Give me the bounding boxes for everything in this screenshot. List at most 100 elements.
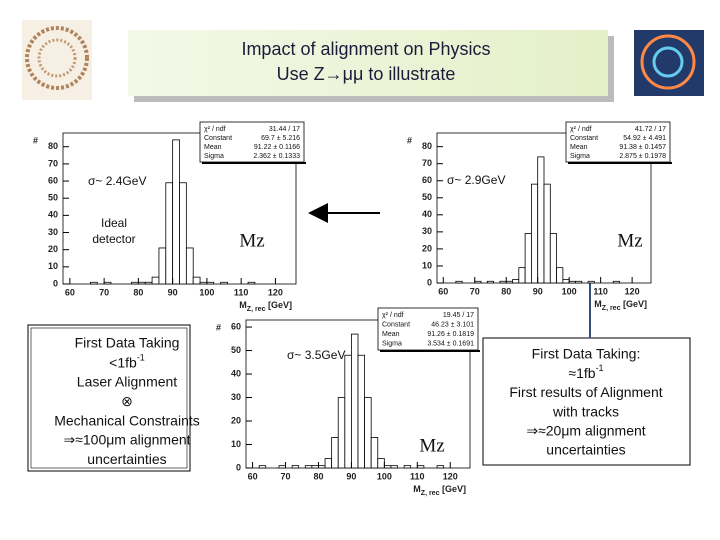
bar — [90, 281, 98, 285]
left-box-line: Mechanical Constraints — [54, 412, 200, 428]
x-tick-label: 80 — [501, 286, 511, 296]
histogram-bars — [455, 156, 620, 284]
annotation: σ~ 3.5GeV — [287, 348, 345, 362]
left-box-line-sup: -1 — [137, 353, 145, 363]
stats-label: Mean — [204, 144, 222, 151]
y-tick-label: 0 — [427, 277, 432, 287]
x-tick-label: 120 — [625, 286, 640, 296]
y-tick-label: 60 — [231, 321, 241, 331]
left-box-line: uncertainties — [87, 451, 166, 467]
bar — [192, 276, 201, 285]
bar — [486, 280, 495, 284]
bar — [179, 182, 187, 285]
x-axis-label-unit: [GeV] — [439, 484, 466, 494]
bar — [331, 437, 339, 469]
right-box-line: First Data Taking: — [532, 346, 641, 362]
bar — [291, 465, 300, 469]
bar — [304, 465, 313, 469]
histogram-bars — [258, 333, 445, 469]
bar — [455, 280, 463, 284]
bar — [144, 281, 153, 285]
right-box — [482, 337, 691, 466]
y-tick-label: 40 — [48, 210, 58, 220]
x-tick-label: 100 — [199, 287, 214, 297]
y-tick-label: 30 — [48, 227, 58, 237]
x-tick-label: 110 — [593, 286, 608, 296]
right-box-line-sup: -1 — [596, 364, 604, 374]
annotation: Mz — [239, 230, 264, 251]
bar — [151, 276, 160, 285]
bar — [543, 183, 551, 284]
bar — [158, 247, 167, 285]
x-axis-label-main: M — [594, 299, 602, 309]
bar — [311, 465, 319, 469]
stats-box — [199, 121, 305, 163]
bar — [103, 281, 112, 285]
y-tick-label: 10 — [231, 439, 241, 449]
left-box-line: First Data Taking — [75, 335, 180, 351]
x-tick-label: 90 — [533, 286, 543, 296]
x-tick-label: 110 — [234, 287, 249, 297]
stats-label: χ² / ndf — [204, 126, 226, 133]
y-axis-label: # — [407, 135, 412, 145]
left-box-line-main: <1fb — [109, 354, 137, 370]
x-tick-label: 120 — [443, 471, 458, 481]
x-axis-label-unit: [GeV] — [620, 299, 647, 309]
bar — [531, 183, 539, 284]
bar — [364, 397, 372, 469]
bar — [206, 281, 215, 285]
left-box-line: ⇒≈100μm alignment — [63, 432, 190, 448]
annotation: Mz — [617, 230, 642, 251]
stats-value: 41.72 / 17 — [635, 126, 666, 133]
stats-shadow — [380, 350, 480, 352]
stats-value: 91.38 ± 0.1457 — [619, 144, 666, 151]
bar — [512, 279, 520, 284]
bar — [318, 465, 326, 469]
bar — [357, 354, 365, 469]
logo-left — [22, 20, 92, 100]
left-box-inner — [30, 327, 188, 469]
x-tick-label: 110 — [410, 471, 425, 481]
bar — [612, 280, 620, 284]
x-tick-label: 80 — [133, 287, 143, 297]
stats-label: Sigma — [570, 153, 590, 160]
bar — [165, 182, 174, 285]
stats-label: Sigma — [382, 340, 402, 347]
y-tick-label: 20 — [231, 415, 241, 425]
bar — [324, 458, 333, 469]
y-tick-label: 60 — [422, 175, 432, 185]
stats-value: 91.22 ± 0.1166 — [254, 144, 300, 151]
stats-label: Constant — [382, 321, 410, 328]
left-box-line: Laser Alignment — [77, 374, 178, 390]
stats-shadow — [568, 162, 672, 164]
y-tick-label: 60 — [48, 175, 58, 185]
stats-label: Sigma — [204, 153, 224, 160]
stats-value: 46.23 ± 3.101 — [431, 321, 474, 328]
bar — [131, 281, 139, 285]
y-tick-label: 20 — [48, 244, 58, 254]
stats-value: 91.26 ± 0.1819 — [427, 331, 474, 338]
bar — [436, 465, 445, 469]
stats-shadow — [202, 162, 306, 164]
right-box-line: uncertainties — [546, 442, 625, 458]
bar — [549, 233, 557, 284]
stats-label: χ² / ndf — [382, 312, 404, 319]
bar — [344, 354, 352, 469]
annotation: Ideal — [101, 216, 127, 230]
y-tick-label: 20 — [422, 243, 432, 253]
title-box — [128, 30, 608, 96]
x-tick-label: 70 — [99, 287, 109, 297]
left-box-line: ⊗ — [121, 393, 133, 409]
x-axis-label-sub: Z, rec — [421, 490, 440, 497]
y-tick-label: 10 — [422, 260, 432, 270]
x-tick-label: 60 — [438, 286, 448, 296]
y-tick-label: 30 — [231, 392, 241, 402]
y-tick-label: 80 — [48, 141, 58, 151]
x-tick-label: 100 — [377, 471, 392, 481]
bar — [562, 279, 570, 284]
stats-value: 2.875 ± 0.1978 — [619, 153, 666, 160]
y-axis-label: # — [33, 135, 38, 145]
x-axis-label-unit: [GeV] — [265, 300, 292, 310]
bar — [556, 267, 564, 284]
